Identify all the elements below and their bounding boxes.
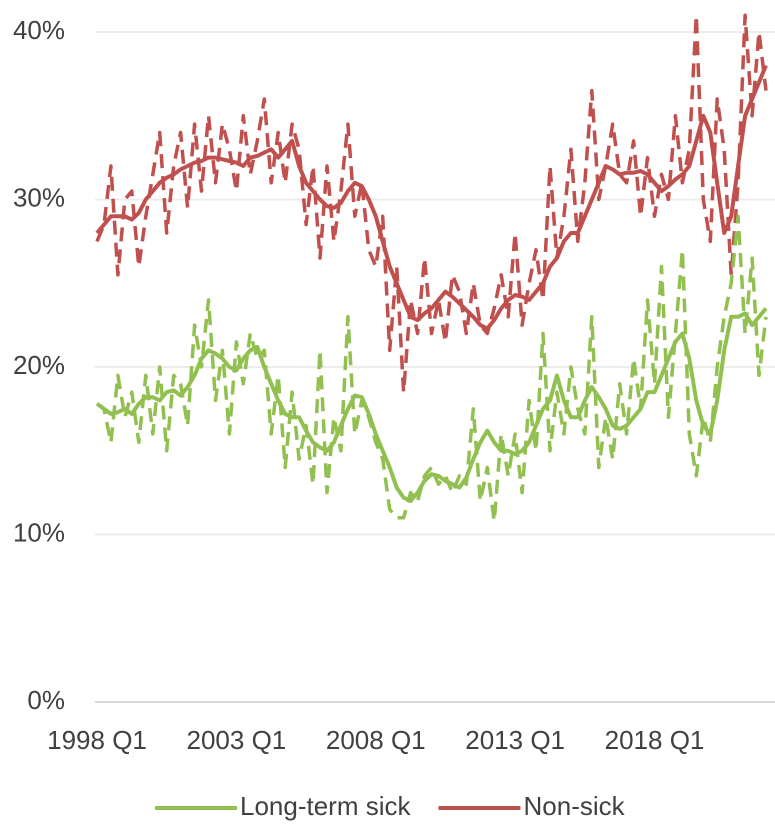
y-tick-label: 0% xyxy=(27,685,65,715)
x-tick-label: 2018 Q1 xyxy=(605,725,705,755)
solid-line xyxy=(95,307,768,503)
dashed-line xyxy=(95,13,768,394)
dashed-line xyxy=(95,214,768,523)
solid-line xyxy=(95,64,768,331)
legend-label: Non-sick xyxy=(524,791,626,821)
y-tick-label: 30% xyxy=(13,182,65,212)
y-tick-label: 10% xyxy=(13,517,65,547)
x-tick-label: 2008 Q1 xyxy=(326,725,426,755)
legend-label: Long-term sick xyxy=(240,791,411,821)
x-tick-label: 1998 Q1 xyxy=(47,725,147,755)
x-tick-label: 2003 Q1 xyxy=(187,725,287,755)
y-tick-label: 20% xyxy=(13,350,65,380)
x-tick-label: 2013 Q1 xyxy=(465,725,565,755)
y-tick-label: 40% xyxy=(13,15,65,45)
